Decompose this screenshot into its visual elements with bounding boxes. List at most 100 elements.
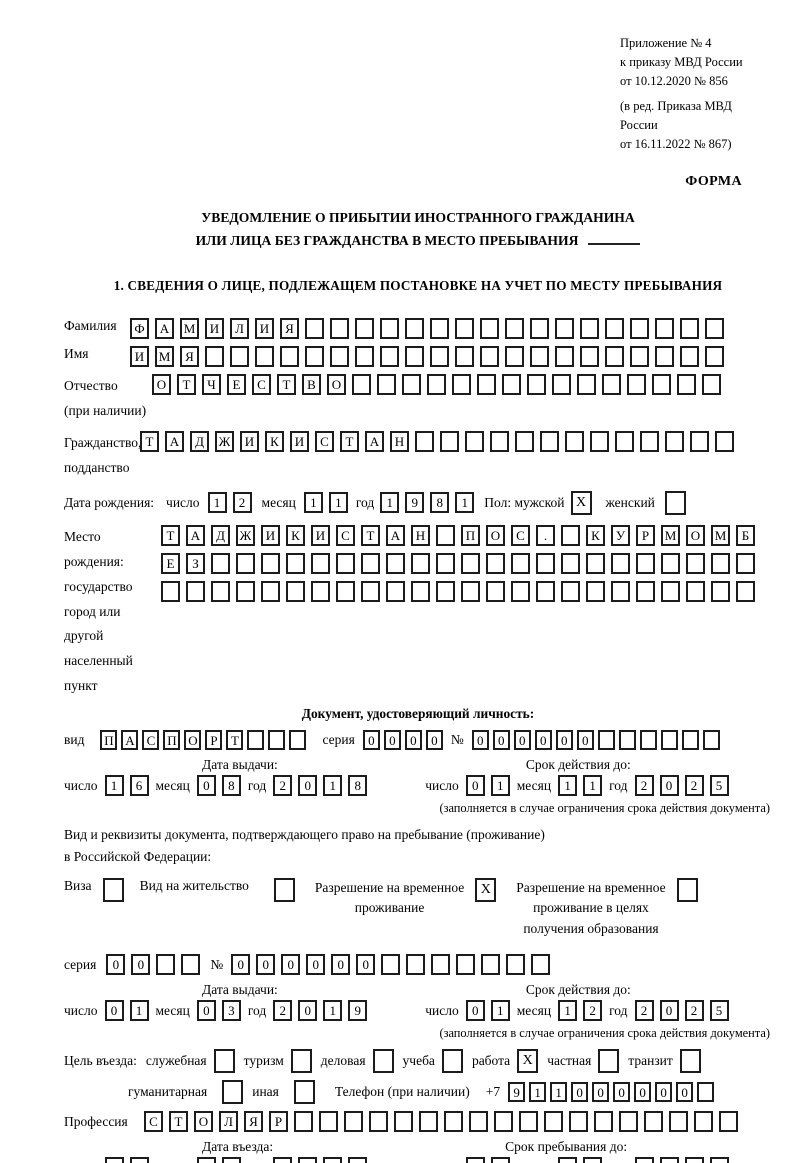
char-cell[interactable] — [561, 580, 580, 602]
char-cell[interactable]: 1 — [455, 492, 475, 514]
char-cell[interactable] — [377, 373, 396, 395]
char-cell[interactable] — [436, 524, 455, 546]
char-cell[interactable]: С — [336, 524, 355, 546]
char-cell[interactable] — [660, 730, 678, 751]
char-cell[interactable] — [530, 345, 549, 367]
char-cell[interactable]: Р — [636, 524, 655, 546]
char-cell[interactable] — [602, 373, 621, 395]
char-cell[interactable]: 0 — [534, 730, 552, 751]
char-cell[interactable]: 0 — [106, 954, 126, 976]
char-cell[interactable] — [544, 1111, 563, 1133]
char-cell[interactable] — [236, 580, 255, 602]
char-cell[interactable] — [506, 954, 526, 976]
char-cell[interactable] — [561, 552, 580, 574]
char-cell[interactable] — [630, 317, 649, 339]
char-cell[interactable] — [536, 580, 555, 602]
char-cell[interactable] — [355, 317, 374, 339]
char-cell[interactable] — [536, 552, 555, 574]
char-cell[interactable] — [736, 552, 755, 574]
char-cell[interactable]: П — [100, 730, 118, 751]
char-cell[interactable]: 1 — [207, 492, 227, 514]
visa-checkbox[interactable] — [102, 877, 124, 902]
char-cell[interactable]: 2 — [684, 1000, 704, 1022]
char-cell[interactable] — [419, 1111, 438, 1133]
char-cell[interactable] — [719, 1111, 738, 1133]
char-cell[interactable] — [531, 954, 551, 976]
char-cell[interactable] — [477, 373, 496, 395]
char-cell[interactable]: Т — [169, 1111, 188, 1133]
purpose-work-checkbox[interactable]: X — [517, 1049, 539, 1074]
char-cell[interactable] — [406, 954, 426, 976]
char-cell[interactable] — [280, 345, 299, 367]
char-cell[interactable] — [444, 1111, 463, 1133]
char-cell[interactable]: Т — [361, 524, 380, 546]
char-cell[interactable]: 0 — [131, 954, 151, 976]
char-cell[interactable] — [465, 430, 484, 452]
char-cell[interactable] — [415, 430, 434, 452]
char-cell[interactable] — [430, 345, 449, 367]
char-cell[interactable] — [661, 580, 680, 602]
char-cell[interactable]: С — [511, 524, 530, 546]
char-cell[interactable] — [411, 552, 430, 574]
char-cell[interactable]: 0 — [571, 1082, 589, 1103]
char-cell[interactable]: 2 — [273, 775, 293, 797]
char-cell[interactable]: 2 — [232, 492, 252, 514]
char-cell[interactable]: Я — [280, 317, 299, 339]
char-cell[interactable]: 3 — [221, 1000, 241, 1022]
purpose-humanitarian-checkbox[interactable] — [222, 1080, 244, 1105]
char-cell[interactable]: 5 — [709, 775, 729, 797]
char-cell[interactable]: И — [205, 317, 224, 339]
char-cell[interactable] — [681, 730, 699, 751]
char-cell[interactable] — [289, 730, 307, 751]
char-cell[interactable]: 1 — [490, 775, 510, 797]
char-cell[interactable] — [611, 580, 630, 602]
char-cell[interactable]: 0 — [383, 730, 401, 751]
sex-female-checkbox[interactable] — [664, 490, 686, 515]
char-cell[interactable] — [611, 552, 630, 574]
char-cell[interactable] — [605, 317, 624, 339]
purpose-tourism-checkbox[interactable] — [290, 1049, 312, 1074]
char-cell[interactable]: 2 — [634, 1000, 654, 1022]
char-cell[interactable]: О — [686, 524, 705, 546]
char-cell[interactable] — [640, 430, 659, 452]
char-cell[interactable]: 2 — [684, 1157, 704, 1163]
char-cell[interactable] — [540, 430, 559, 452]
char-cell[interactable] — [211, 552, 230, 574]
char-cell[interactable] — [686, 580, 705, 602]
char-cell[interactable] — [294, 1111, 313, 1133]
char-cell[interactable]: Д — [211, 524, 230, 546]
char-cell[interactable]: 2 — [634, 1157, 654, 1163]
char-cell[interactable]: Л — [230, 317, 249, 339]
char-cell[interactable]: М — [711, 524, 730, 546]
char-cell[interactable]: 0 — [298, 1000, 318, 1022]
char-cell[interactable] — [247, 730, 265, 751]
char-cell[interactable]: 0 — [331, 954, 351, 976]
char-cell[interactable]: С — [252, 373, 271, 395]
char-cell[interactable]: 2 — [104, 1157, 124, 1163]
char-cell[interactable]: Ч — [202, 373, 221, 395]
char-cell[interactable] — [330, 345, 349, 367]
char-cell[interactable] — [440, 430, 459, 452]
char-cell[interactable]: 1 — [558, 775, 578, 797]
char-cell[interactable] — [505, 317, 524, 339]
char-cell[interactable] — [590, 430, 609, 452]
char-cell[interactable]: 0 — [298, 775, 318, 797]
char-cell[interactable]: 1 — [380, 492, 400, 514]
char-cell[interactable]: 0 — [659, 775, 679, 797]
char-cell[interactable]: 0 — [306, 954, 326, 976]
char-cell[interactable] — [686, 552, 705, 574]
char-cell[interactable] — [705, 345, 724, 367]
char-cell[interactable]: 2 — [634, 775, 654, 797]
char-cell[interactable]: Т — [161, 524, 180, 546]
